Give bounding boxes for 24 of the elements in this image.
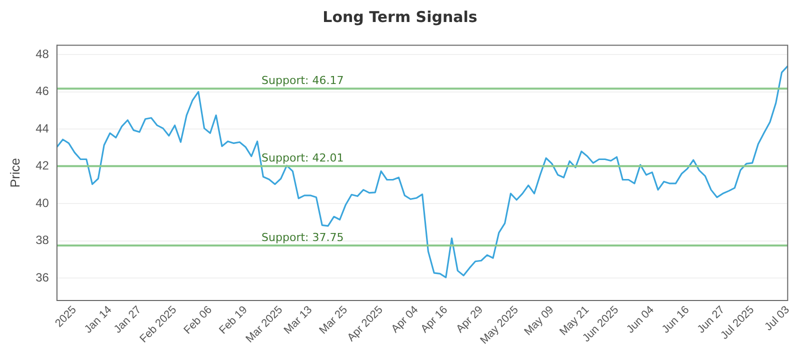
ref-line-label: Support: 46.17 [262, 74, 344, 87]
y-tick-label: 48 [36, 46, 50, 61]
y-tick-label: 40 [36, 196, 50, 210]
ref-line-label: Support: 37.75 [262, 230, 344, 244]
x-tick-label: Apr 04 [389, 304, 421, 336]
x-tick-label: Jun 04 [624, 304, 656, 336]
x-tick-label: May 09 [522, 304, 556, 338]
x-tick-label: Jun 16 [660, 304, 692, 336]
y-tick-label: 42 [36, 158, 50, 173]
chart-title: Long Term Signals [322, 7, 478, 28]
x-tick-label: Mar 25 [317, 304, 350, 337]
x-tick-label: Feb 06 [182, 304, 214, 337]
y-tick-label: 36 [36, 270, 50, 284]
x-tick-label: Feb 19 [217, 304, 250, 337]
x-tick-label: Apr 29 [454, 304, 486, 336]
x-tick-label: Jul 03 [762, 304, 792, 334]
y-axis-title: Price [7, 158, 22, 188]
y-tick-label: 38 [36, 233, 50, 248]
x-tick-label: Apr 16 [418, 304, 450, 336]
x-tick-label: Mar 13 [282, 304, 315, 337]
x-tick-label: Jan 14 [82, 304, 114, 336]
ref-line-label: Support: 42.01 [262, 152, 344, 165]
y-tick-label: 44 [36, 121, 50, 136]
y-tick-label: 46 [36, 84, 50, 98]
